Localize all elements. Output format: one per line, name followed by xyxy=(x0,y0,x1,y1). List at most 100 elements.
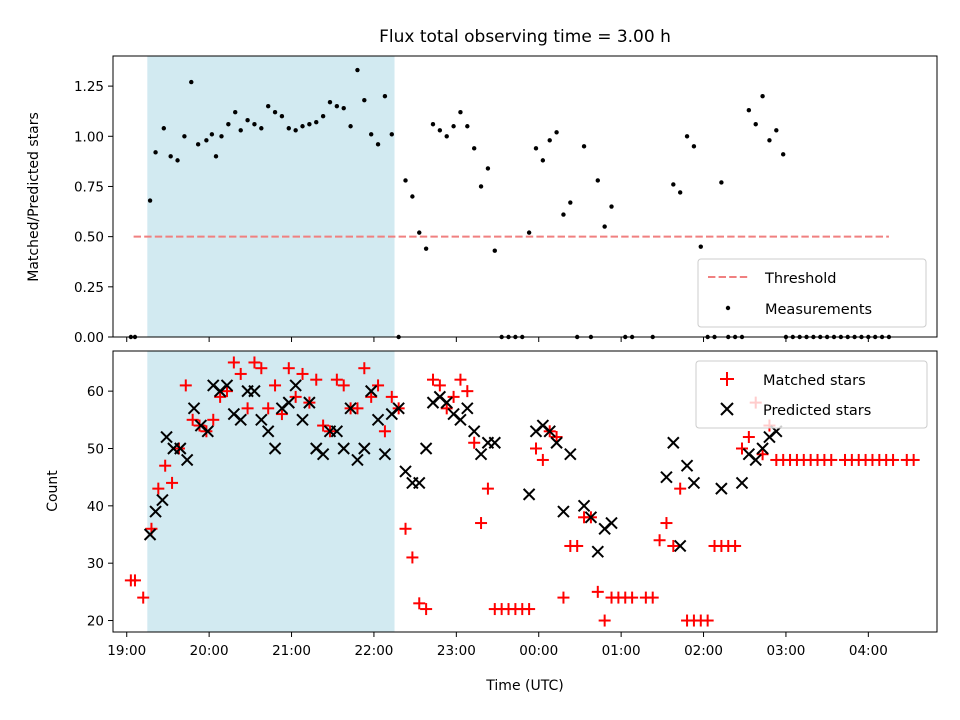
measurement-point xyxy=(437,128,443,133)
predicted-star-point xyxy=(488,436,501,449)
measurement-point xyxy=(195,142,201,147)
measurement-point xyxy=(767,138,772,143)
measurement-point xyxy=(182,134,187,139)
matched-star-point xyxy=(289,390,302,403)
matched-star-point xyxy=(207,413,220,426)
matched-star-point xyxy=(536,453,549,466)
matched-star-point xyxy=(420,603,433,616)
measurement-point xyxy=(265,103,271,109)
matched-star-point xyxy=(557,591,570,604)
bottom-y-tick-label: 50 xyxy=(87,441,104,457)
predicted-star-point xyxy=(564,448,577,461)
predicted-star-point xyxy=(584,511,598,524)
top-obs-window xyxy=(147,56,395,337)
measurement-point xyxy=(780,152,786,157)
measurement-point xyxy=(355,67,360,73)
matched-star-point xyxy=(413,597,426,610)
matched-star-point xyxy=(701,614,714,627)
predicted-star-point xyxy=(160,430,173,444)
predicted-star-point xyxy=(399,465,412,478)
matched-star-point xyxy=(137,591,150,604)
top-legend-box xyxy=(697,258,927,328)
measurement-point xyxy=(219,134,224,139)
matched-star-point xyxy=(461,385,474,398)
bottom-panel: 20 30 40 50 60 19:00 20:00 21:00 22:00 23:00 00:00… xyxy=(45,350,938,694)
matched-star-point xyxy=(262,402,275,415)
matched-star-point xyxy=(351,402,364,415)
measurement-point xyxy=(375,142,381,147)
measurement-point xyxy=(719,180,724,185)
measurement-point xyxy=(561,212,566,217)
measurement-point xyxy=(533,146,539,151)
matched-star-point xyxy=(358,362,371,375)
matched-star-point xyxy=(887,453,900,466)
predicted-star-point xyxy=(673,539,687,553)
matched-star-point xyxy=(481,482,494,495)
measurement-point xyxy=(465,124,470,129)
top-y-tick-label: 0.75 xyxy=(74,179,104,195)
measurement-point xyxy=(209,132,215,137)
predicted-star-point xyxy=(234,413,247,427)
measurement-point xyxy=(485,166,491,171)
measurement-point xyxy=(609,204,614,209)
bottom-legend: Matched stars Predicted stars xyxy=(695,360,928,429)
bottom-y-tick-label: 60 xyxy=(87,384,104,400)
measurements-legend-swatch xyxy=(725,305,731,311)
measurement-point xyxy=(168,154,173,159)
x-tick-label: 02:00 xyxy=(684,643,723,659)
matched-star-point xyxy=(378,425,391,438)
matched-star-point xyxy=(255,362,268,375)
matched-star-point xyxy=(825,453,838,466)
bottom-legend-box xyxy=(695,360,928,429)
measurement-point xyxy=(410,194,415,199)
predicted-star-point xyxy=(557,505,570,518)
matched-star-point xyxy=(186,413,199,426)
measurement-point xyxy=(444,134,449,139)
measurements-legend-label: Measurements xyxy=(765,302,872,318)
top-y-tick-label: 1.25 xyxy=(74,79,104,95)
measurement-point xyxy=(348,124,353,129)
measurement-point xyxy=(226,122,231,127)
measurement-point xyxy=(147,198,153,203)
measurement-point xyxy=(252,122,257,127)
matched-star-point xyxy=(598,614,611,627)
predicted-star-point xyxy=(474,448,488,461)
measurement-point xyxy=(368,132,374,137)
measurement-point xyxy=(233,110,238,115)
matched-star-point xyxy=(248,356,261,369)
matched-star-point xyxy=(241,402,254,415)
predicted-star-point xyxy=(220,379,234,392)
predicted-star-point xyxy=(268,442,282,455)
matched-star-point xyxy=(729,539,742,552)
measurement-point xyxy=(471,146,477,151)
predicted-star-point xyxy=(687,476,701,490)
measurement-point xyxy=(417,230,422,235)
measurement-point xyxy=(362,97,367,103)
matched-star-point xyxy=(756,448,769,461)
predicted-star-point xyxy=(261,425,275,438)
predicted-star-point xyxy=(201,425,214,438)
top-y-tick-label: 1.00 xyxy=(74,129,104,145)
measurement-point xyxy=(478,184,484,189)
top-y-tick-label: 0.25 xyxy=(74,280,104,296)
predicted-star-point xyxy=(371,413,385,427)
x-tick-label: 20:00 xyxy=(190,643,229,659)
measurement-point xyxy=(189,79,194,85)
matched-star-point xyxy=(296,367,309,380)
matched-star-point xyxy=(128,574,141,587)
measurement-point xyxy=(204,138,209,143)
measurement-point xyxy=(430,122,436,127)
measurement-point xyxy=(153,150,158,155)
x-axis-label: Time (UTC) xyxy=(485,678,563,694)
predicted-star-point xyxy=(187,402,201,415)
measurement-point xyxy=(554,130,559,135)
predicted-legend-swatch xyxy=(720,402,734,416)
matched-star-point xyxy=(426,373,439,386)
predicted-star-point xyxy=(174,442,187,455)
matched-star-point xyxy=(667,539,680,552)
matched-star-point xyxy=(440,402,453,415)
measurement-point xyxy=(547,138,552,143)
top-y-tick-label: 0.50 xyxy=(74,230,104,246)
matched-star-point xyxy=(653,534,666,547)
predicted-legend-label: Predicted stars xyxy=(763,403,871,419)
